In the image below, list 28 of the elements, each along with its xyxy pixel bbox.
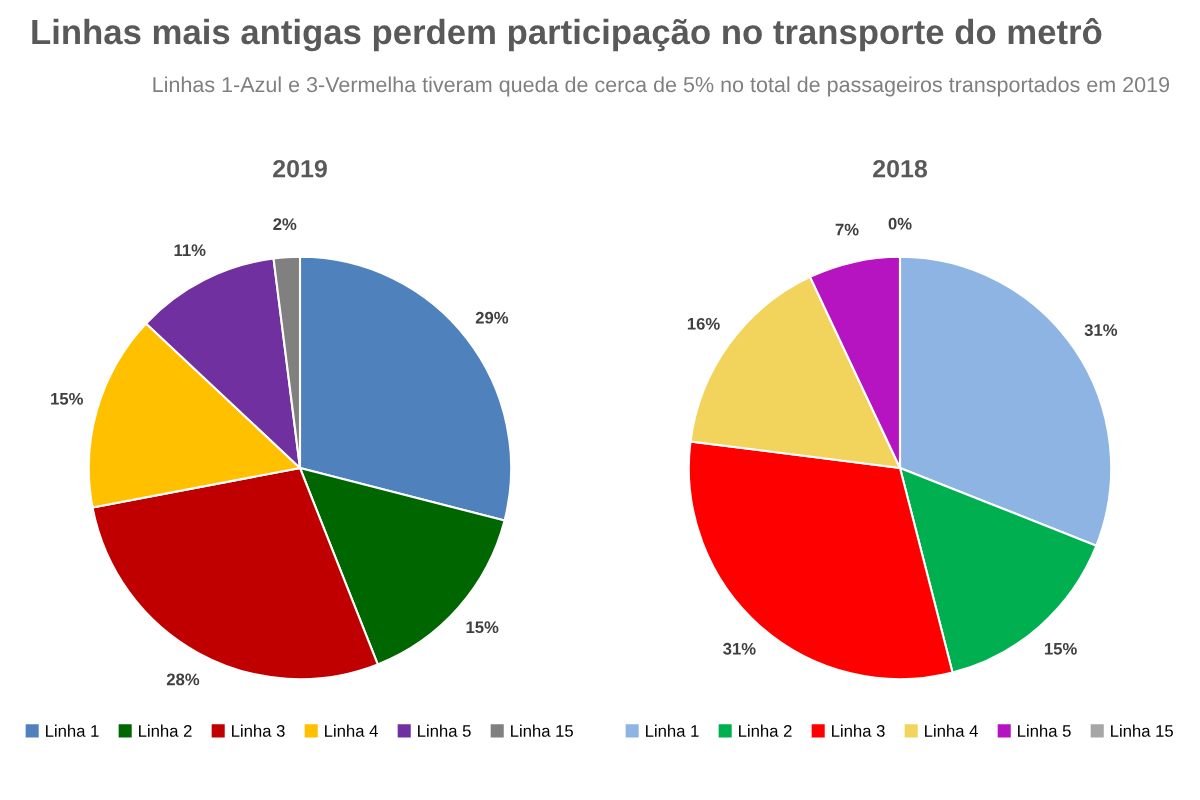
data-label: 31% bbox=[723, 642, 756, 655]
text: 0% bbox=[888, 217, 912, 230]
chart-title: 2018 bbox=[873, 159, 928, 178]
data-label: 11% bbox=[174, 244, 206, 257]
data-label: 7% bbox=[835, 223, 859, 236]
chart-title: 2019 bbox=[273, 159, 327, 178]
data-label: 29% bbox=[475, 311, 509, 324]
legend-label: Linha 2 bbox=[139, 724, 192, 737]
data-label: 16% bbox=[687, 317, 720, 330]
legend-label: Linha 3 bbox=[232, 724, 285, 737]
data-label: 2% bbox=[273, 218, 297, 231]
data-label: 15% bbox=[1044, 642, 1077, 655]
data-label: 15% bbox=[466, 621, 499, 634]
legend-label: Linha 1 bbox=[46, 724, 99, 737]
legend-label: Linha 4 bbox=[325, 724, 378, 737]
legend-label: Linha 5 bbox=[418, 724, 471, 737]
data-label: 15% bbox=[51, 392, 83, 405]
text: Linhas 1-Azul e 3-Vermelha tiveram queda de cerca de 5% no total de passageiros transportados em 2019 bbox=[153, 76, 1170, 97]
legend-label: Linha 3 bbox=[832, 724, 885, 737]
legend-label: Linha 4 bbox=[925, 724, 978, 737]
legend-label: Linha 5 bbox=[1018, 724, 1071, 737]
data-label: 31% bbox=[1084, 324, 1118, 336]
legend-label: Linha 15 bbox=[1111, 724, 1173, 737]
legend-label: Linha 15 bbox=[511, 724, 573, 737]
legend-label: Linha 2 bbox=[739, 724, 792, 737]
text: Linhas mais antigas perdem participação no transporte do metrô bbox=[32, 18, 1102, 52]
data-label: 28% bbox=[166, 673, 200, 686]
legend-label: Linha 1 bbox=[646, 724, 699, 737]
